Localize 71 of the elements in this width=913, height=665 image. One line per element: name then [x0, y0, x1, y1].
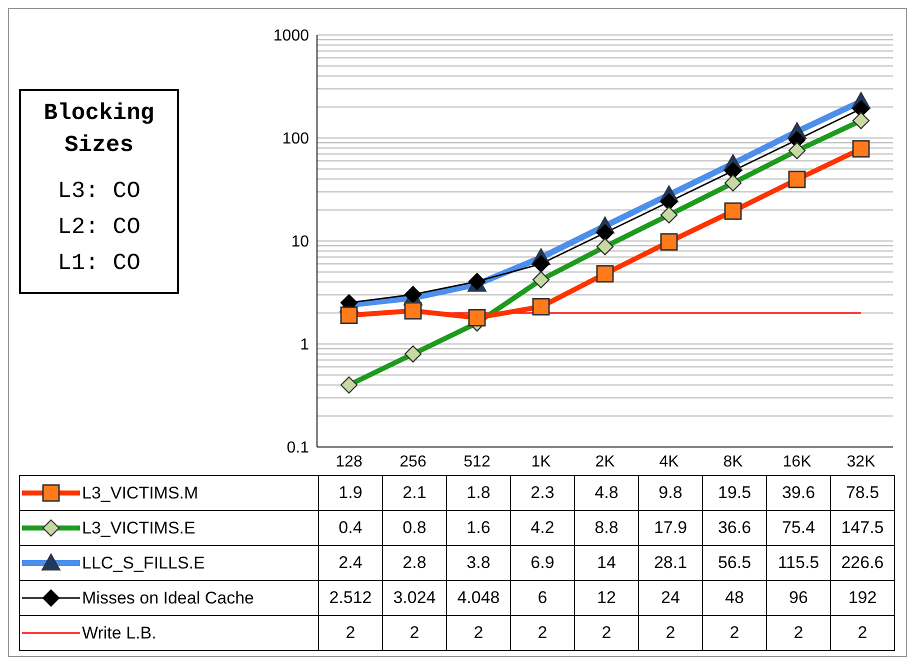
data-label: 8.8 [574, 510, 638, 546]
data-label: 4.048 [446, 580, 510, 616]
data-label: 9.8 [638, 476, 702, 510]
data-label: 19.5 [702, 476, 766, 510]
data-label: 0.8 [382, 510, 446, 546]
data-label: 3.8 [446, 546, 510, 580]
data-label: 96 [766, 580, 830, 616]
data-label: 4.2 [510, 510, 574, 546]
text: L3: CO [56, 177, 142, 206]
data-label: 78.5 [830, 476, 894, 510]
legend-label: L3_VICTIMS.M [82, 483, 198, 502]
data-label: 4.8 [574, 476, 638, 510]
data-label: 2 [638, 616, 702, 650]
data-label: 2 [446, 616, 510, 650]
x-tick-label: 1K [531, 453, 552, 470]
point [596, 224, 614, 242]
data-label: 2.3 [510, 476, 574, 510]
data-label: 1.6 [446, 510, 510, 546]
y-tick-label: 0.1 [286, 440, 310, 457]
data-label: 2 [702, 616, 766, 650]
data-label: 2 [510, 616, 574, 650]
data-label: 6 [510, 580, 574, 616]
data-label: 226.6 [830, 546, 894, 580]
text: Blocking Sizes [42, 99, 156, 160]
x-tick-label: 512 [464, 453, 490, 470]
data-label: 14 [574, 546, 638, 580]
data-label: 1.9 [318, 476, 382, 510]
data-label: 1.8 [446, 476, 510, 510]
y-tick-label: 1000 [273, 28, 310, 45]
data-label: 48 [702, 580, 766, 616]
x-tick-label: 128 [336, 453, 362, 470]
data-label: 28.1 [638, 546, 702, 580]
legend-label: Misses on Ideal Cache [82, 588, 254, 608]
x-tick-label: 4K [659, 453, 680, 470]
data-label: 24 [638, 580, 702, 616]
x-tick-label: 16K [782, 453, 812, 470]
y-tick-label: 1 [300, 336, 310, 354]
data-label: 115.5 [766, 546, 830, 580]
data-label: 17.9 [638, 510, 702, 546]
x-tick-label: 8K [723, 453, 744, 470]
text: L1: CO [56, 249, 142, 278]
legend-label: L3_VICTIMS.E [82, 518, 196, 538]
point [532, 255, 550, 272]
data-label: 39.6 [766, 476, 830, 510]
x-tick-label: 32K [846, 453, 876, 470]
data-label: 2.4 [318, 546, 382, 580]
y-tick-label: 10 [291, 234, 310, 251]
data-label: 2 [766, 616, 830, 650]
data-label: 12 [574, 580, 638, 616]
data-label: 56.5 [702, 546, 766, 580]
data-label: 2.512 [318, 580, 382, 616]
data-label: 2.1 [382, 476, 446, 510]
data-label: 2 [574, 616, 638, 650]
point [660, 193, 678, 210]
data-label: 2 [318, 616, 382, 650]
data-label: 75.4 [766, 510, 830, 546]
data-label: 147.5 [830, 510, 894, 546]
text: L2: CO [56, 213, 142, 242]
y-tick-label: 100 [282, 130, 310, 148]
data-label: 3.024 [382, 580, 446, 616]
data-label: 2 [830, 616, 894, 650]
data-label: 0.4 [318, 510, 382, 546]
data-label: 36.6 [702, 510, 766, 546]
data-label: 6.9 [510, 546, 574, 580]
data-label: 2.8 [382, 546, 446, 580]
legend-label: LLC_S_FILLS.E [82, 553, 205, 572]
legend-label: Write L.B. [82, 623, 156, 642]
x-tick-label: 2K [595, 453, 616, 470]
data-label: 2 [382, 616, 446, 650]
data-label: 192 [830, 580, 894, 616]
x-tick-label: 256 [400, 453, 426, 470]
